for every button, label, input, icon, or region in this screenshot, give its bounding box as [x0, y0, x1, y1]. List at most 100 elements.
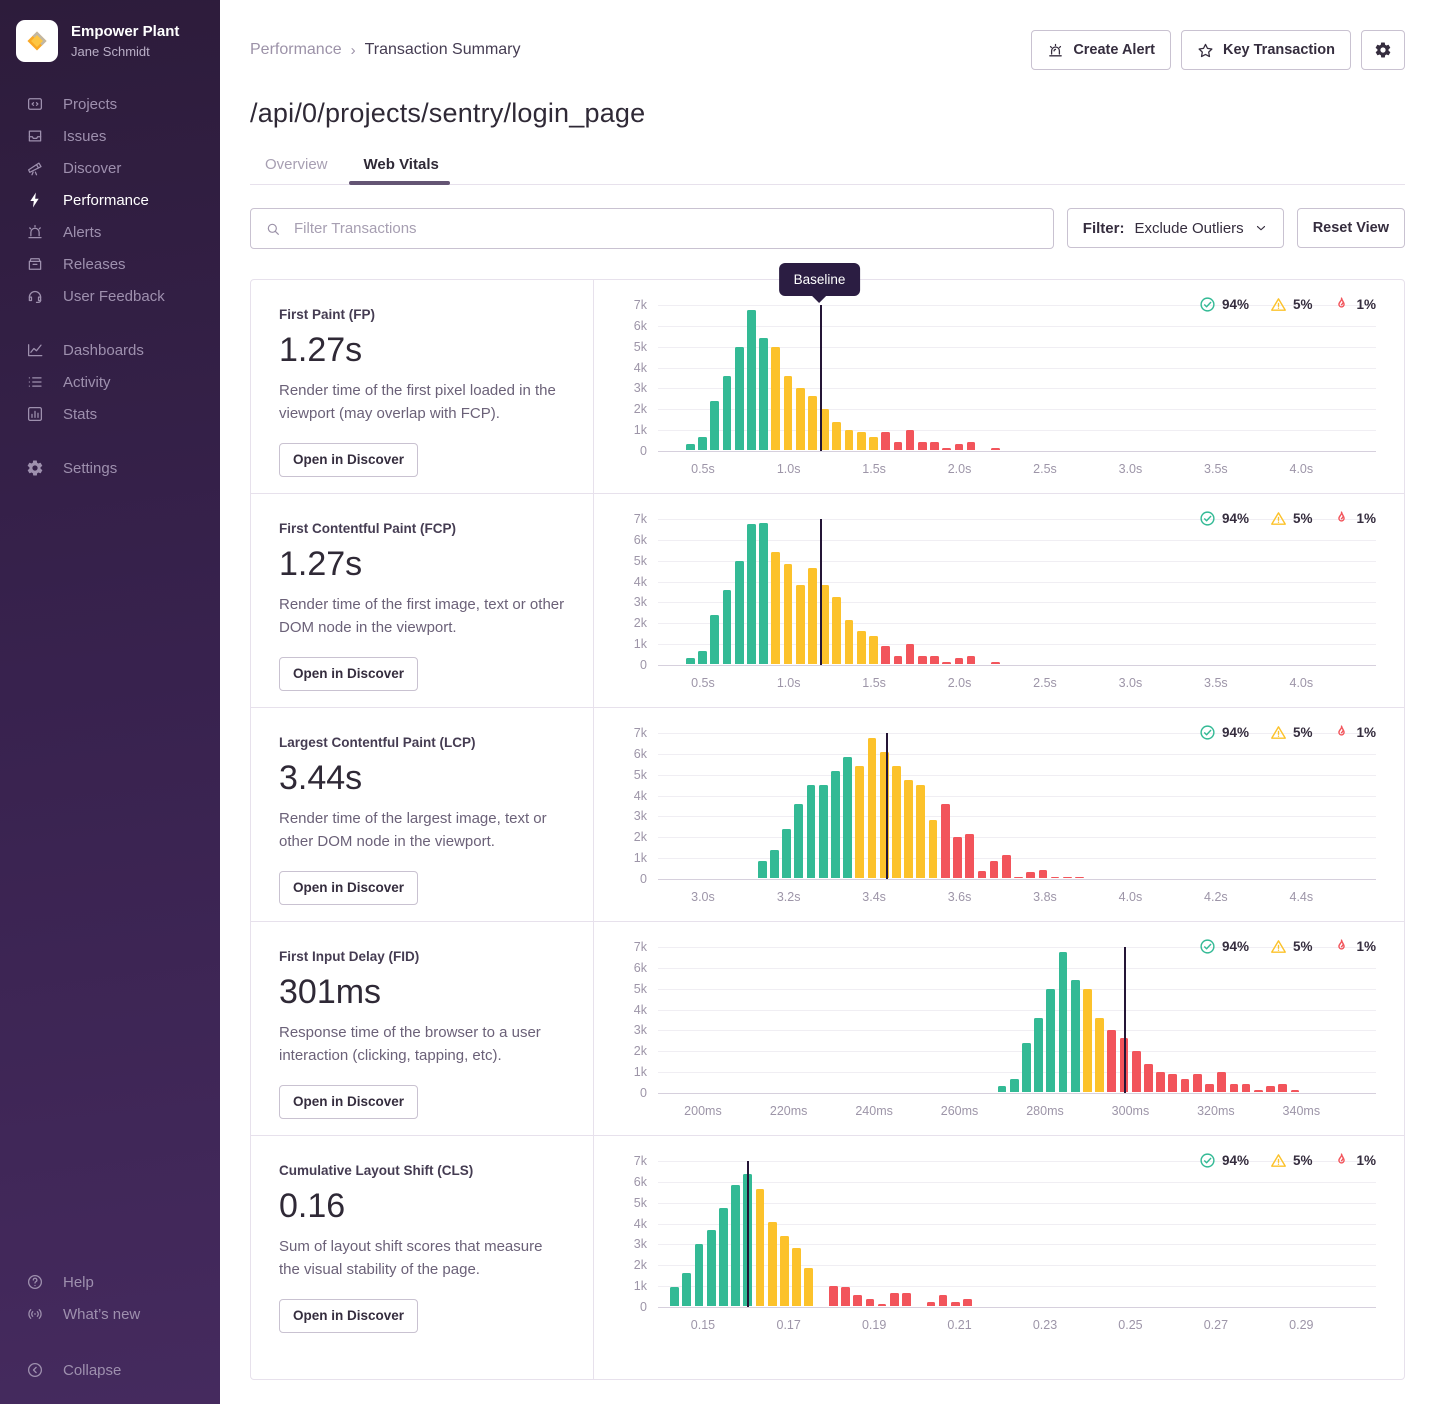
histogram-bar[interactable]	[694, 1244, 704, 1306]
histogram-bar[interactable]	[938, 1294, 948, 1306]
histogram-bar[interactable]	[706, 1229, 716, 1306]
histogram-bar[interactable]	[828, 1286, 838, 1306]
histogram-bar[interactable]	[1266, 1085, 1275, 1092]
histogram-bar[interactable]	[734, 560, 744, 664]
histogram-bar[interactable]	[950, 1301, 960, 1306]
histogram-bar[interactable]	[795, 388, 805, 450]
open-in-discover-button[interactable]: Open in Discover	[279, 1298, 419, 1333]
histogram-bar[interactable]	[856, 432, 866, 450]
sidebar-item-activity[interactable]: Activity	[0, 366, 220, 398]
histogram-bar[interactable]	[1083, 988, 1092, 1092]
histogram-bar[interactable]	[1058, 952, 1068, 1092]
histogram-bar[interactable]	[1022, 1042, 1031, 1092]
sidebar-item-settings[interactable]: Settings	[0, 452, 220, 484]
key-transaction-button[interactable]: Key Transaction	[1180, 30, 1351, 70]
histogram-bar[interactable]	[808, 568, 817, 664]
sidebar-item-performance[interactable]: Performance	[0, 184, 220, 216]
histogram-bar[interactable]	[731, 1185, 740, 1306]
histogram-bar[interactable]	[832, 421, 842, 450]
histogram-bar[interactable]	[806, 785, 816, 878]
histogram-bar[interactable]	[1038, 869, 1048, 878]
histogram-bar[interactable]	[710, 400, 720, 450]
sidebar-collapse-button[interactable]: Collapse	[0, 1354, 220, 1386]
histogram-bar[interactable]	[867, 738, 877, 878]
histogram-bar[interactable]	[856, 630, 866, 664]
histogram-bar[interactable]	[1144, 1063, 1153, 1092]
histogram-bar[interactable]	[977, 870, 987, 878]
histogram-bar[interactable]	[991, 447, 1000, 450]
sidebar-item-what-s-new[interactable]: What’s new	[0, 1298, 220, 1330]
histogram-bar[interactable]	[869, 635, 878, 664]
histogram-bar[interactable]	[686, 657, 695, 664]
histogram-bar[interactable]	[719, 1207, 728, 1306]
histogram-bar[interactable]	[942, 661, 952, 664]
histogram-bar[interactable]	[953, 837, 962, 878]
histogram-bar[interactable]	[1070, 980, 1080, 1092]
histogram-bar[interactable]	[855, 766, 865, 878]
histogram-bar[interactable]	[926, 1301, 936, 1306]
histogram-bar[interactable]	[904, 779, 914, 878]
histogram-bar[interactable]	[682, 1272, 692, 1306]
histogram-bar[interactable]	[1229, 1083, 1239, 1092]
histogram-bar[interactable]	[783, 375, 793, 450]
histogram-bar[interactable]	[747, 310, 756, 450]
histogram-bar[interactable]	[1046, 988, 1056, 1092]
histogram-bar[interactable]	[989, 861, 999, 878]
histogram-bar[interactable]	[755, 1189, 765, 1306]
histogram-bar[interactable]	[892, 766, 901, 878]
histogram-bar[interactable]	[844, 620, 854, 664]
histogram-bar[interactable]	[1180, 1079, 1190, 1092]
histogram-bar[interactable]	[879, 751, 889, 878]
histogram-bar[interactable]	[1278, 1083, 1288, 1092]
histogram-bar[interactable]	[1168, 1074, 1178, 1092]
histogram-bar[interactable]	[1095, 1017, 1104, 1092]
histogram-bar[interactable]	[844, 430, 854, 450]
histogram-bar[interactable]	[1075, 876, 1084, 878]
histogram-bar[interactable]	[869, 437, 878, 450]
histogram-bar[interactable]	[795, 584, 805, 664]
histogram-bar[interactable]	[942, 447, 952, 450]
open-in-discover-button[interactable]: Open in Discover	[279, 656, 419, 691]
histogram-bar[interactable]	[722, 589, 732, 664]
filter-dropdown[interactable]: Filter: Exclude Outliers	[1066, 208, 1284, 248]
histogram-bar[interactable]	[940, 803, 950, 878]
open-in-discover-button[interactable]: Open in Discover	[279, 870, 419, 905]
sidebar-item-projects[interactable]: Projects	[0, 88, 220, 120]
histogram-bar[interactable]	[767, 1221, 777, 1306]
histogram-bar[interactable]	[965, 834, 975, 878]
histogram-bar[interactable]	[881, 646, 891, 664]
histogram-bar[interactable]	[1062, 876, 1072, 878]
histogram-bar[interactable]	[710, 614, 720, 664]
histogram-bar[interactable]	[747, 524, 756, 664]
histogram-bar[interactable]	[771, 552, 781, 664]
histogram-bar[interactable]	[670, 1287, 679, 1306]
open-in-discover-button[interactable]: Open in Discover	[279, 1084, 419, 1119]
histogram-bar[interactable]	[893, 655, 903, 664]
histogram-bar[interactable]	[832, 597, 842, 664]
histogram-bar[interactable]	[1205, 1083, 1214, 1092]
histogram-bar[interactable]	[698, 437, 707, 450]
histogram-bar[interactable]	[893, 441, 903, 450]
histogram-bar[interactable]	[954, 657, 964, 664]
histogram-bar[interactable]	[991, 661, 1000, 664]
histogram-bar[interactable]	[757, 861, 767, 878]
histogram-bar[interactable]	[905, 430, 915, 450]
histogram-bar[interactable]	[759, 523, 768, 664]
sidebar-item-user-feedback[interactable]: User Feedback	[0, 280, 220, 312]
histogram-bar[interactable]	[1131, 1051, 1141, 1092]
sidebar-item-discover[interactable]: Discover	[0, 152, 220, 184]
histogram-bar[interactable]	[1241, 1083, 1251, 1092]
histogram-bar[interactable]	[820, 584, 830, 664]
histogram-bar[interactable]	[916, 785, 926, 878]
histogram-bar[interactable]	[930, 441, 939, 450]
histogram-bar[interactable]	[905, 644, 915, 664]
histogram-bar[interactable]	[771, 346, 781, 450]
histogram-bar[interactable]	[928, 819, 938, 878]
sidebar-item-stats[interactable]: Stats	[0, 398, 220, 430]
reset-view-button[interactable]: Reset View	[1296, 208, 1405, 248]
sidebar-item-issues[interactable]: Issues	[0, 120, 220, 152]
histogram-bar[interactable]	[1014, 876, 1023, 878]
settings-button[interactable]	[1361, 30, 1405, 70]
histogram-bar[interactable]	[818, 785, 828, 878]
histogram-bar[interactable]	[804, 1268, 814, 1306]
